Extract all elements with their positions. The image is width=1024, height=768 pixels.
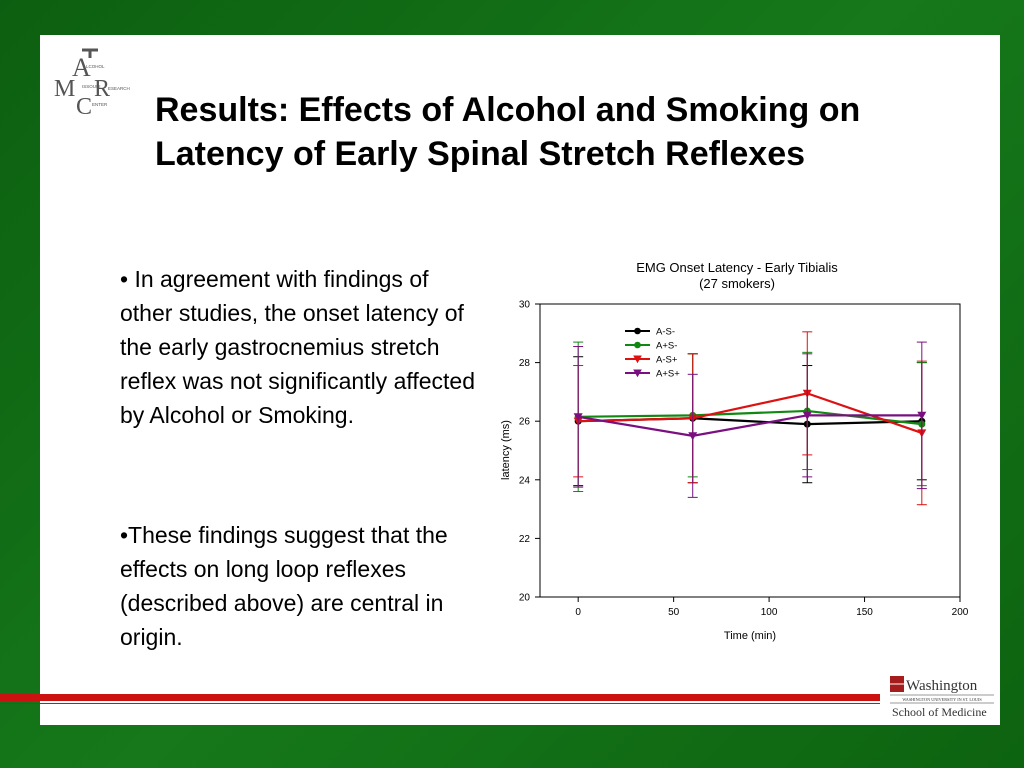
data-point-marker: [688, 432, 698, 441]
y-axis-label: latency (ms): [500, 420, 512, 480]
y-tick-label: 24: [519, 475, 531, 486]
x-tick-label: 150: [856, 607, 873, 618]
x-tick-label: 50: [668, 607, 680, 618]
logo-word-1: LCOHOL: [86, 64, 105, 69]
wu-name: Washington: [906, 678, 978, 694]
data-point-marker: [917, 411, 927, 420]
x-tick-label: 200: [952, 607, 969, 618]
legend-label: A+S-: [656, 341, 677, 352]
wu-school: School of Medicine: [892, 705, 987, 719]
svg-text:A: A: [72, 53, 91, 82]
chart-title: EMG Onset Latency - Early Tibialis: [636, 260, 838, 275]
data-point-marker: [802, 411, 812, 420]
y-tick-label: 26: [519, 417, 531, 428]
logo-word-3: ESEARCH: [108, 86, 130, 91]
chart-legend: A-S- A+S- A-S+ A+S+: [625, 327, 680, 380]
bullet-point-2: •These findings suggest that the effects…: [120, 522, 448, 650]
y-tick-label: 20: [519, 593, 531, 604]
washington-university-logo: Washington WASHINGTON UNIVERSITY IN ST. …: [890, 676, 994, 719]
legend-label: A-S-: [656, 327, 675, 338]
data-point-marker: [633, 355, 642, 364]
plot-frame: [539, 303, 961, 598]
data-point-marker: [573, 413, 583, 422]
amcr-logo: A M R C LCOHOL ISSOURI ESEARCH ENTER: [54, 48, 130, 116]
series-layer: [573, 331, 927, 506]
series-line: [578, 409, 922, 426]
y-tick-label: 22: [519, 534, 531, 545]
svg-text:R: R: [94, 76, 110, 102]
series-line: [578, 414, 922, 437]
svg-text:C: C: [76, 94, 92, 116]
x-tick-label: 100: [761, 607, 778, 618]
series-A+S+: [573, 341, 927, 498]
y-tick-label: 30: [519, 300, 531, 311]
axes: 0 50 100 150 200 20 22 24 26 28 30: [519, 300, 969, 619]
data-point-marker: [634, 341, 641, 349]
svg-text:M: M: [54, 76, 75, 102]
slide-title: Results: Effects of Alcohol and Smoking …: [155, 91, 861, 173]
x-axis-label: Time (min): [724, 630, 776, 642]
chart-subtitle: (27 smokers): [699, 276, 775, 291]
y-tick-label: 28: [519, 358, 531, 369]
footer-red-rule-thin: [0, 703, 880, 704]
legend-label: A+S+: [656, 369, 680, 380]
logo-word-4: ENTER: [92, 102, 108, 107]
data-point-marker: [634, 327, 641, 335]
latency-chart: EMG Onset Latency - Early Tibialis (27 s…: [500, 260, 969, 642]
series-line: [578, 392, 923, 434]
data-point-marker: [633, 369, 642, 378]
wu-subtitle: WASHINGTON UNIVERSITY IN ST. LOUIS: [902, 697, 982, 702]
footer-red-rule: [0, 694, 880, 701]
logo-word-2: ISSOURI: [82, 84, 101, 89]
x-tick-label: 0: [575, 607, 581, 618]
legend-label: A-S+: [656, 355, 678, 366]
slide-panel: [40, 35, 1000, 725]
bullet-point-1: • In agreement with findings of other st…: [120, 266, 475, 428]
